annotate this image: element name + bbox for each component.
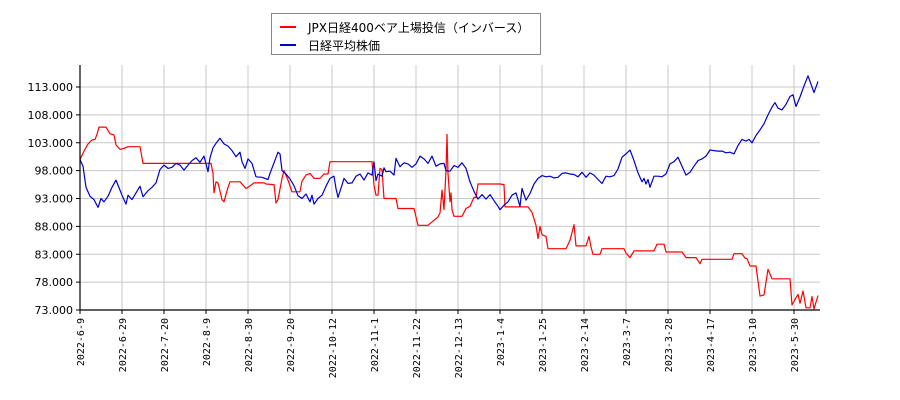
legend-swatch-red	[280, 26, 296, 28]
x-tick-label: 2023-1-4	[496, 318, 507, 366]
y-tick-label: 83.000	[35, 248, 74, 261]
y-axis-ticks: 73.000 78.000 83.000 88.000 93.000 98.000 103.…	[28, 81, 80, 317]
x-tick-label: 2022-9-20	[286, 318, 297, 372]
y-tick-label: 113.000	[28, 81, 74, 94]
x-tick-label: 2023-3-28	[664, 318, 675, 372]
x-tick-label: 2022-11-1	[370, 318, 381, 372]
x-tick-label: 2022-8-9	[202, 318, 213, 366]
axes	[79, 65, 820, 311]
x-tick-label: 2023-4-17	[706, 318, 717, 372]
x-tick-label: 2022-11-22	[412, 318, 423, 378]
x-tick-label: 2023-5-30	[790, 318, 801, 372]
legend-label: JPX日経400ベア上場投信（インバース）	[308, 20, 530, 35]
x-tick-label: 2023-3-7	[622, 318, 633, 366]
legend-swatch-blue	[280, 44, 296, 46]
y-tick-label: 93.000	[35, 193, 74, 206]
series-lines	[79, 75, 819, 310]
x-tick-label: 2022-12-13	[454, 318, 465, 378]
x-tick-label: 2022-10-12	[328, 318, 339, 378]
legend-label: 日経平均株価	[308, 38, 381, 53]
x-tick-label: 2023-1-25	[538, 318, 549, 372]
chart-legend: JPX日経400ベア上場投信（インバース） 日経平均株価	[271, 13, 541, 55]
legend-item-bear-etf: JPX日経400ベア上場投信（インバース）	[280, 18, 529, 36]
x-tick-label: 2023-2-14	[580, 318, 591, 372]
y-tick-label: 103.000	[28, 137, 74, 150]
x-axis-ticks: 2022-6-9 2022-6-29 2022-7-20 2022-8-9 2022-8…	[76, 310, 801, 378]
x-tick-label: 2022-6-9	[76, 318, 87, 366]
x-tick-label: 2022-6-29	[118, 318, 129, 372]
grid-lines	[80, 65, 820, 310]
series-line	[79, 75, 819, 211]
y-tick-label: 98.000	[35, 165, 74, 178]
x-tick-label: 2022-7-20	[160, 318, 171, 372]
series-line	[79, 126, 819, 310]
y-tick-label: 78.000	[35, 276, 74, 289]
y-tick-label: 108.000	[28, 109, 74, 122]
y-tick-label: 88.000	[35, 220, 74, 233]
x-tick-label: 2023-5-10	[748, 318, 759, 372]
y-tick-label: 73.000	[35, 304, 74, 317]
x-tick-label: 2022-8-30	[244, 318, 255, 372]
legend-item-nikkei: 日経平均株価	[280, 36, 380, 54]
